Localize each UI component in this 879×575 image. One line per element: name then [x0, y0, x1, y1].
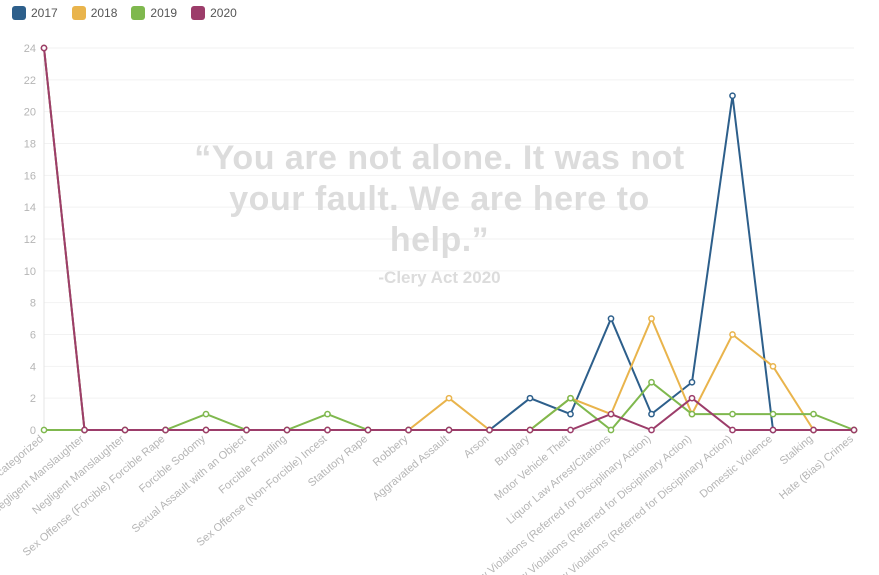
legend: 2017 2018 2019 2020: [0, 0, 879, 26]
svg-text:Burglary: Burglary: [493, 433, 532, 469]
svg-text:Domestic Violence: Domestic Violence: [698, 433, 775, 501]
svg-text:2: 2: [30, 393, 36, 405]
legend-item-2018[interactable]: 2018: [72, 6, 118, 20]
svg-text:10: 10: [24, 266, 36, 278]
chart-svg: 024681012141618202224UncategorizedNon-ne…: [0, 28, 879, 575]
legend-item-2019[interactable]: 2019: [131, 6, 177, 20]
legend-label: 2017: [31, 6, 58, 20]
svg-text:Hate (Bias) Crimes: Hate (Bias) Crimes: [777, 433, 856, 502]
legend-swatch: [131, 6, 145, 20]
legend-item-2020[interactable]: 2020: [191, 6, 237, 20]
svg-text:16: 16: [24, 170, 36, 182]
svg-text:24: 24: [24, 43, 36, 55]
legend-label: 2018: [91, 6, 118, 20]
svg-text:22: 22: [24, 75, 36, 87]
legend-swatch: [191, 6, 205, 20]
svg-text:20: 20: [24, 107, 36, 119]
svg-text:Robbery: Robbery: [371, 433, 411, 469]
svg-text:Stalking: Stalking: [778, 433, 816, 467]
svg-text:Arson: Arson: [462, 433, 492, 461]
svg-text:18: 18: [24, 139, 36, 151]
svg-text:Aggravated Assault: Aggravated Assault: [371, 433, 451, 503]
legend-label: 2019: [150, 6, 177, 20]
svg-text:6: 6: [30, 330, 36, 342]
legend-item-2017[interactable]: 2017: [12, 6, 58, 20]
svg-text:12: 12: [24, 234, 36, 246]
legend-label: 2020: [210, 6, 237, 20]
svg-text:4: 4: [30, 361, 36, 373]
svg-text:8: 8: [30, 298, 36, 310]
svg-text:14: 14: [24, 202, 36, 214]
svg-text:Forcible Fondling: Forcible Fondling: [217, 433, 289, 496]
legend-swatch: [12, 6, 26, 20]
legend-swatch: [72, 6, 86, 20]
svg-text:Motor Vehicle Theft: Motor Vehicle Theft: [492, 433, 572, 503]
line-chart: “You are not alone. It was not your faul…: [0, 28, 879, 575]
